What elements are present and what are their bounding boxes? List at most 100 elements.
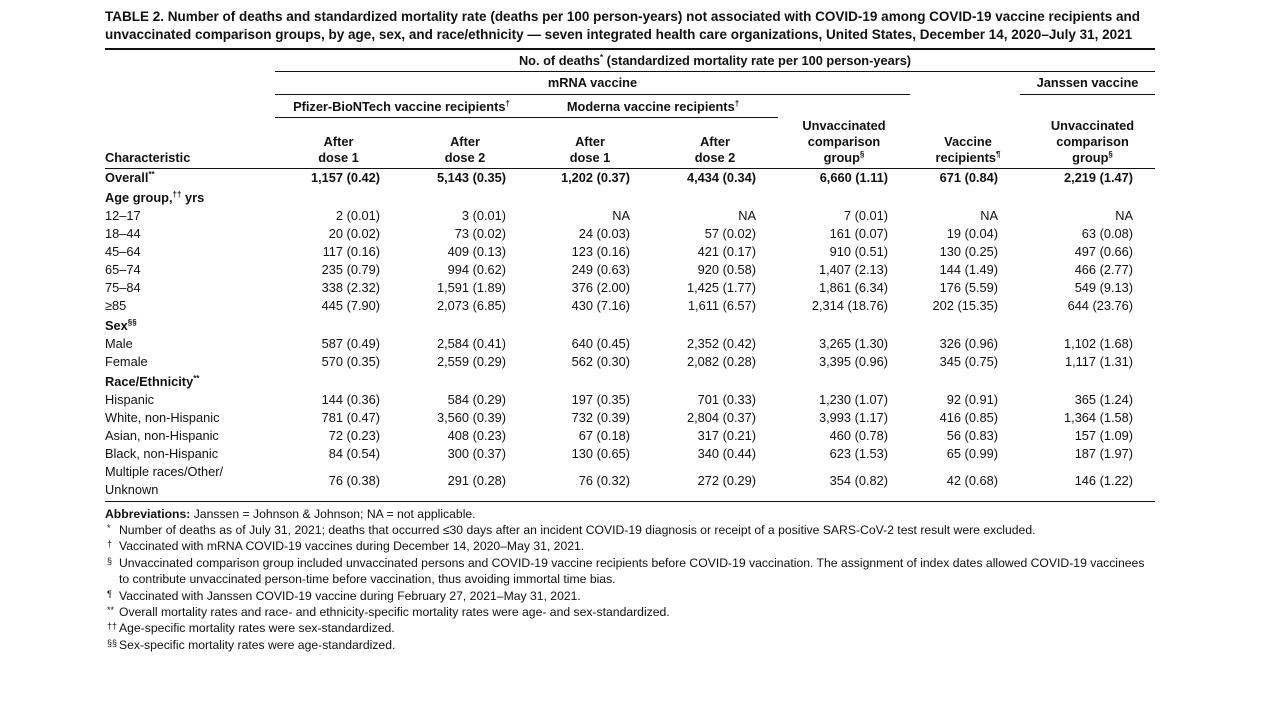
abbreviations: Abbreviations: Janssen = Johnson & Johns… [105,506,476,521]
table-row: 65–74 235 (0.79) 994 (0.62) 249 (0.63) 920 (… [105,261,1155,279]
table-cell: 249 (0.63) [571,261,630,277]
table-cell: 19 (0.04) [946,225,998,241]
table-cell: 430 (7.16) [571,297,630,313]
table-cell: 197 (0.35) [571,391,630,407]
table-cell: 732 (0.39) [571,409,630,425]
table-cell: 562 (0.30) [571,353,630,369]
table-cell: 291 (0.28) [447,472,506,488]
table-cell: 187 (1.97) [1074,445,1134,461]
row-label: Male [105,335,133,351]
table-cell: 920 (0.58) [697,261,756,277]
col-mrna-unvaccinated: Unvaccinated comparison group§ [802,117,886,165]
row-label: 45–64 [105,243,141,259]
table-cell: 92 (0.91) [946,391,998,407]
table-cell: 365 (1.24) [1074,391,1134,407]
table-cell: 2,584 (0.41) [436,335,506,351]
table-row: Black, non-Hispanic 84 (0.54) 300 (0.37) 13… [105,445,1155,463]
table-cell: 416 (0.85) [939,409,998,425]
table-cell: 345 (0.75) [939,353,998,369]
table-cell: 408 (0.23) [447,427,506,443]
table-cell: 994 (0.62) [447,261,506,277]
table-cell: 63 (0.08) [1081,225,1134,241]
table-row: Female 570 (0.35) 2,559 (0.29) 562 (0.30) 2,… [105,353,1155,371]
table-cell: 65 (0.99) [946,445,998,461]
table-cell: 157 (1.09) [1074,427,1134,443]
table-cell: 130 (0.25) [939,243,998,259]
table-cell: 7 (0.01) [843,207,888,223]
table-cell: 3,265 (1.30) [818,335,888,351]
table-cell: 338 (2.32) [321,279,380,295]
table-cell: 3,560 (0.39) [436,409,506,425]
footnotes: * Number of deaths as of July 31, 2021; d… [105,522,1155,653]
table-cell: NA [1115,207,1134,223]
table-cell: 340 (0.44) [697,445,756,461]
header-moderna: Moderna vaccine recipients† [528,94,778,118]
table-cell: 84 (0.54) [328,445,380,461]
table-cell: 1,425 (1.77) [686,279,756,295]
table-cell: 701 (0.33) [697,391,756,407]
table-cell: 466 (2.77) [1074,261,1134,277]
table-cell: 3 (0.01) [461,207,506,223]
footnote: ¶ Vaccinated with Janssen COVID-19 vaccin… [107,588,581,603]
col-moderna-dose1: After dose 1 [569,133,611,165]
table-cell: 2,073 (6.85) [436,297,506,313]
header-janssen: Janssen vaccine [1020,71,1156,95]
table-cell: 317 (0.21) [697,427,756,443]
table-cell: 497 (0.66) [1074,243,1134,259]
table-cell: 1,102 (1.68) [1064,335,1134,351]
table-body: Overall** 1,157 (0.42) 5,143 (0.35) 1,202 (… [105,169,1155,499]
table-cell: 144 (1.49) [939,261,998,277]
table-document: TABLE 2. Number of deaths and standardiz… [105,8,1156,654]
row-label: Overall** [105,169,155,185]
table-cell: NA [612,207,630,223]
table-row: Multiple races/Other/ Unknown 76 (0.38) 29… [105,463,1155,499]
row-label: Multiple races/Other/ Unknown [105,463,224,497]
table-cell: 146 (1.22) [1074,472,1134,488]
table-cell: 1,611 (6.57) [687,297,756,313]
table-cell: 20 (0.02) [328,225,380,241]
table-cell: 326 (0.96) [939,335,998,351]
table-cell: 57 (0.02) [704,225,756,241]
table-cell: 76 (0.32) [578,472,630,488]
table-cell: 2,219 (1.47) [1064,169,1134,185]
footnote: †† Age-specific mortality rates were sex-… [107,621,395,636]
col-janssen-recipients: Vaccine recipients¶ [935,133,1001,165]
row-label: 65–74 [105,261,141,277]
table-title: TABLE 2. Number of deaths and standardiz… [105,9,1141,42]
table-cell: 4,434 (0.34) [686,169,756,185]
table-row: 18–44 20 (0.02) 73 (0.02) 24 (0.03) 57 (0.02… [105,225,1155,243]
table-cell: 1,157 (0.42) [310,169,380,185]
table-notes: Abbreviations: Janssen = Johnson & Johns… [105,506,1155,654]
table-cell: 1,202 (0.37) [560,169,630,185]
row-label: 12–17 [105,207,141,223]
footnote: † Vaccinated with mRNA COVID-19 vaccines … [107,539,585,554]
table-row: Asian, non-Hispanic 72 (0.23) 408 (0.23) 67… [105,427,1155,445]
header-mrna: mRNA vaccine [275,71,910,95]
table-cell: 2,082 (0.28) [686,353,756,369]
table-cell: 67 (0.18) [578,427,630,443]
table-cell: 76 (0.38) [328,472,380,488]
table-cell: 1,117 (1.31) [1064,353,1134,369]
table-cell: 445 (7.90) [321,297,380,313]
table-cell: 3,993 (1.17) [818,409,888,425]
table-cell: 376 (2.00) [571,279,630,295]
col-moderna-dose2: After dose 2 [694,133,736,165]
table-cell: 910 (0.51) [829,243,888,259]
table-cell: 781 (0.47) [321,409,380,425]
row-label: White, non-Hispanic [105,409,220,425]
table-cell: 2,559 (0.29) [436,353,506,369]
table-cell: 1,364 (1.58) [1064,409,1134,425]
row-label: 18–44 [105,225,141,241]
table-cell: 24 (0.03) [578,225,630,241]
table-row: Overall** 1,157 (0.42) 5,143 (0.35) 1,202 (… [105,169,1155,187]
table-cell: 640 (0.45) [571,335,630,351]
table-row: 12–17 2 (0.01) 3 (0.01) NA NA 7 (0.01) NA NA [105,207,1155,225]
table-cell: 202 (15.35) [932,297,998,313]
row-label: Asian, non-Hispanic [105,427,219,443]
row-label: Hispanic [105,391,155,407]
table-cell: 5,143 (0.35) [436,169,506,185]
table-cell: 144 (0.36) [321,391,380,407]
table-row: Age group,†† yrs [105,187,1155,207]
row-label: Age group,†† yrs [105,189,205,205]
table-cell: 272 (0.29) [697,472,756,488]
